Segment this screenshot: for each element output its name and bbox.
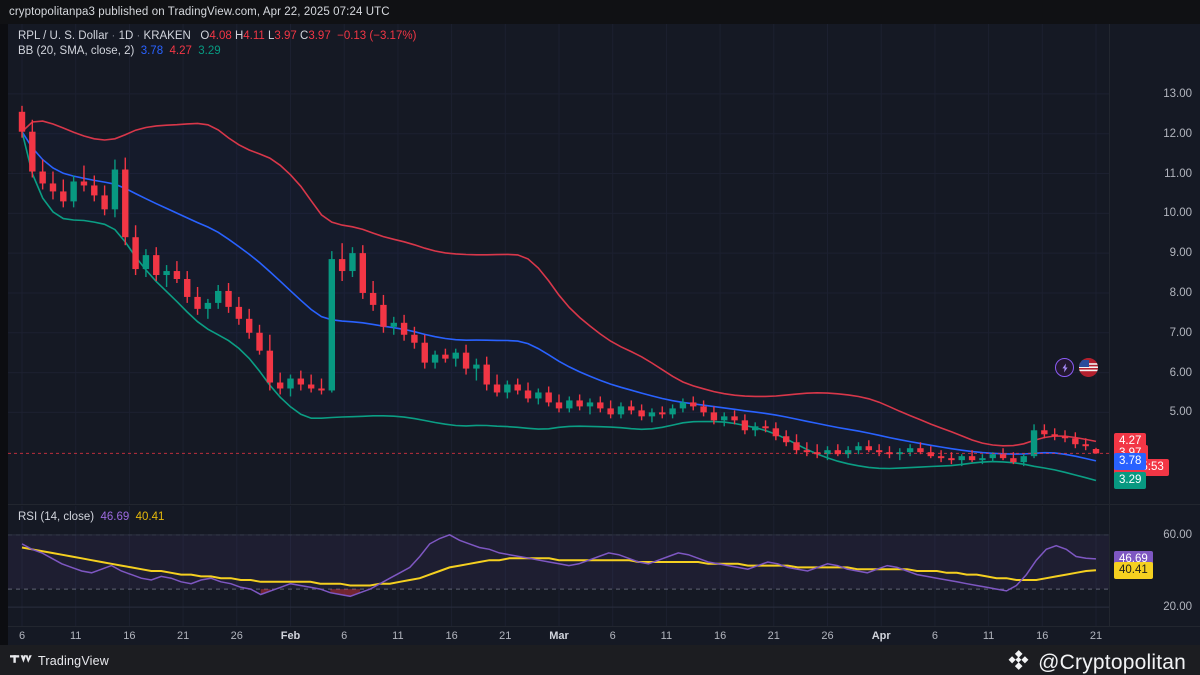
bb-basis-price-badge[interactable]: 3.78 [1114,452,1147,470]
price-axis-tick: 7.00 [1169,326,1192,339]
rsi-oversold-fill [8,589,361,597]
tradingview-brand[interactable]: TradingView [10,652,109,670]
rsi-band-fill [8,534,1110,590]
rsi-line [21,533,1097,598]
rsi-chart-canvas [8,506,1110,626]
time-axis-tick: 11 [69,630,82,642]
time-axis-tick: 16 [123,630,136,642]
price-chart-canvas [8,24,1110,504]
time-axis-tick: 26 [821,630,834,642]
price-axis-tick: 13.00 [1163,87,1192,100]
time-axis-tick: 11 [660,630,673,642]
price-axis-tick: 10.00 [1163,207,1192,220]
tradingview-brand-text: TradingView [38,654,109,668]
bb-lower-price-badge[interactable]: 3.29 [1114,472,1147,490]
price-axis-tick: 5.00 [1169,406,1192,419]
price-axis[interactable]: 13.00 12.00 11.00 10.00 9.00 8.00 7.00 6.00 5.00… [1110,24,1200,504]
axis-separator [1109,24,1110,626]
time-axis-tick: 6 [341,630,348,642]
time-axis-tick: 21 [767,630,780,642]
bollinger-upper-line [21,120,1097,447]
footer-bar: TradingView @Cryptopolitan [0,645,1200,675]
rsi-axis-tick: 60.00 [1163,528,1192,541]
time-axis-tick: 6 [931,630,938,642]
price-pane[interactable]: RPL / U. S. Dollar · 1D · KRAKEN O4.08 H… [8,24,1200,504]
rsi-pane[interactable]: RSI (14, close) 46.69 40.41 [8,506,1200,626]
time-axis-tick: 11 [392,630,404,642]
time-axis-tick: Feb [280,630,301,642]
candlestick-series [18,105,1100,467]
time-axis-tick: 16 [445,630,458,642]
rsi-ma-line [21,546,1097,587]
time-axis-tick: 11 [982,630,995,642]
bollinger-basis-line [21,131,1097,462]
chart-frame: RPL / U. S. Dollar · 1D · KRAKEN O4.08 H… [8,24,1200,645]
time-axis-tick: 21 [176,630,190,642]
time-axis-tick: 6 [609,630,616,642]
time-axis-tick: 21 [1089,630,1103,642]
time-axis-tick: 6 [18,630,26,642]
price-axis-tick: 8.00 [1169,286,1192,299]
time-axis-tick: 16 [713,630,727,642]
time-axis-tick: Mar [549,630,569,642]
bollinger-lower-line [21,131,1097,482]
cryptopolitan-logo-icon [1005,647,1031,675]
rsi-axis-tick: 20.00 [1163,601,1192,614]
price-axis-tick: 6.00 [1169,366,1192,379]
us-flag-icon[interactable] [1079,358,1098,377]
rsi-oversold-fill [8,589,271,595]
rsi-ma-value-badge[interactable]: 40.41 [1114,562,1153,580]
time-axis[interactable]: 6 11 16 21 26 Feb 6 11 16 21 Mar 6 11 16 21 26 Apr 6 11 16 2… [8,626,1200,645]
chart-corner-icons [1055,358,1098,377]
time-axis-tick: Apr [871,630,891,642]
price-grid [8,24,1110,504]
price-axis-tick: 9.00 [1169,247,1192,260]
publish-text: cryptopolitanpa3 published on TradingVie… [9,6,390,18]
lightning-bolt-icon[interactable] [1055,358,1074,377]
watermark-text: @Cryptopolitan [1038,650,1186,674]
cryptopolitan-watermark: @Cryptopolitan [1005,647,1186,675]
tradingview-logo-icon [10,652,32,670]
publish-bar: cryptopolitanpa3 published on TradingVie… [0,0,1200,24]
rsi-grid [21,506,1097,626]
time-axis-tick: 26 [230,630,243,642]
bollinger-bands [21,120,1097,482]
rsi-axis[interactable]: 60.00 20.00 46.69 40.41 [1110,506,1200,626]
pane-separator[interactable] [8,504,1200,505]
price-axis-tick: 12.00 [1163,127,1192,140]
time-axis-tick: 16 [1036,630,1049,642]
price-axis-tick: 11.00 [1164,167,1192,180]
time-axis-tick: 21 [499,630,512,642]
